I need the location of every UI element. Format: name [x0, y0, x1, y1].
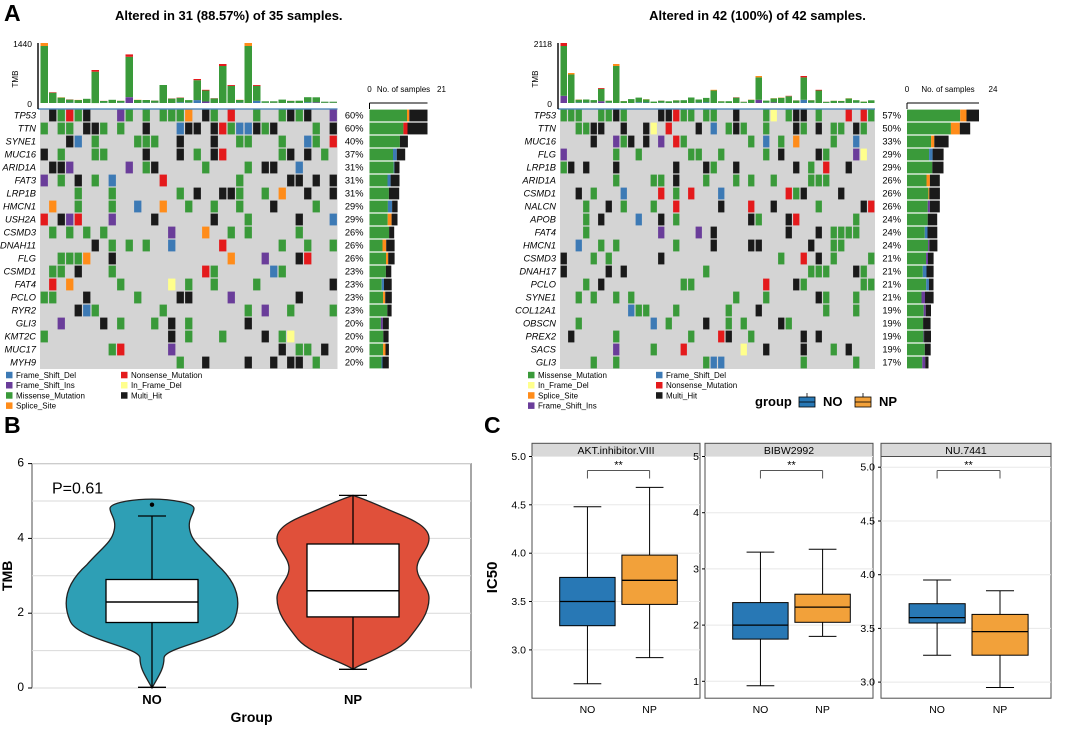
svg-text:4.0: 4.0	[511, 548, 526, 560]
svg-text:NO: NO	[753, 704, 769, 716]
svg-text:BIBW2992: BIBW2992	[764, 445, 814, 457]
svg-text:**: **	[787, 460, 796, 472]
svg-text:P=0.61: P=0.61	[52, 481, 103, 498]
svg-text:NP: NP	[642, 704, 657, 716]
svg-text:NP: NP	[815, 704, 830, 716]
svg-text:0: 0	[17, 680, 24, 694]
svg-text:3.0: 3.0	[860, 677, 875, 689]
svg-text:**: **	[964, 460, 973, 472]
svg-text:5.0: 5.0	[860, 462, 875, 474]
svg-text:NU.7441: NU.7441	[945, 445, 987, 457]
svg-text:TMB: TMB	[0, 561, 15, 591]
svg-text:3.0: 3.0	[511, 644, 526, 656]
svg-text:NO: NO	[929, 704, 945, 716]
svg-text:5: 5	[693, 451, 699, 463]
svg-text:4: 4	[693, 507, 699, 519]
svg-text:5.0: 5.0	[511, 451, 526, 463]
svg-text:6: 6	[17, 456, 24, 470]
svg-text:NO: NO	[580, 704, 596, 716]
svg-text:3: 3	[693, 563, 699, 575]
svg-text:1: 1	[693, 676, 699, 688]
svg-text:4: 4	[17, 530, 24, 544]
svg-text:3.5: 3.5	[511, 596, 526, 608]
svg-text:2: 2	[17, 605, 24, 619]
svg-text:NP: NP	[993, 704, 1008, 716]
svg-text:IC50: IC50	[484, 562, 501, 594]
svg-text:2: 2	[693, 620, 699, 632]
svg-text:4.5: 4.5	[511, 499, 526, 511]
svg-text:**: **	[614, 460, 623, 472]
svg-text:Group: Group	[231, 709, 273, 725]
svg-text:AKT.inhibitor.VIII: AKT.inhibitor.VIII	[577, 445, 654, 457]
svg-text:NO: NO	[142, 692, 162, 707]
svg-text:4.0: 4.0	[860, 569, 875, 581]
svg-text:NP: NP	[344, 692, 362, 707]
svg-text:4.5: 4.5	[860, 516, 875, 528]
svg-text:3.5: 3.5	[860, 623, 875, 635]
